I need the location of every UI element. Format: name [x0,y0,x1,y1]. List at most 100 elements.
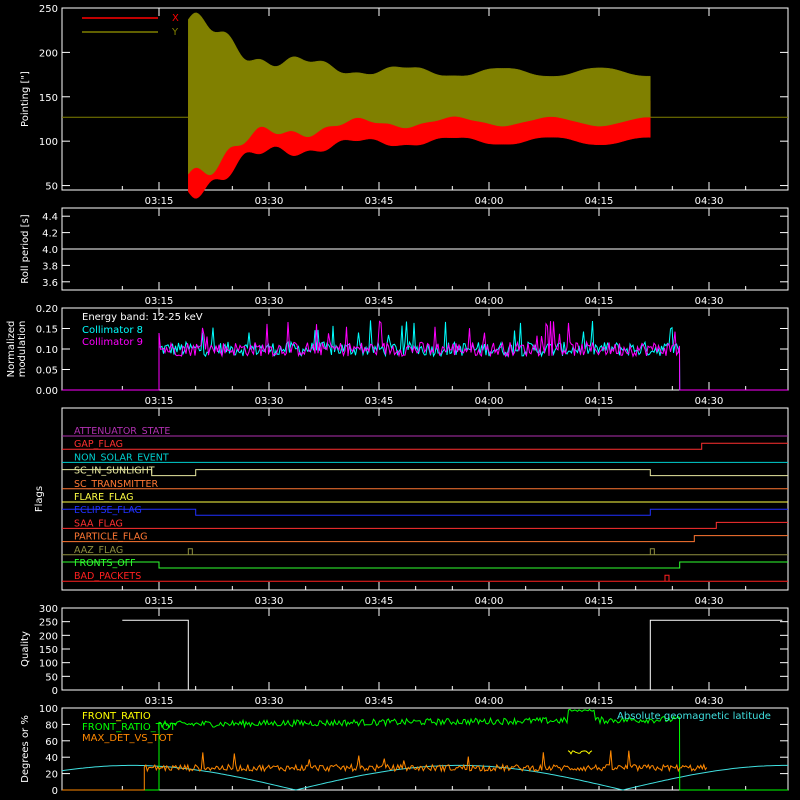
quality-ytick-label: 50 [45,672,58,683]
flag-line [62,442,788,450]
roll-xtick-label: 04:30 [695,296,724,307]
flag-pulse [187,548,193,555]
flag-label: ATTENUATOR_STATE [74,426,170,437]
flags-xtick-label: 04:15 [585,596,614,607]
pointing-ytick-label: 250 [39,4,58,15]
flags-xtick-label: 03:30 [255,596,284,607]
flag-line [62,508,788,516]
ratios-legend-geomagnetic-latitude: Absolute geomagnetic latitude [617,711,771,722]
pointing-frame [61,7,789,191]
pointing-xtick-label: 03:45 [365,196,394,207]
ratios-ytick-label: 100 [39,704,58,715]
ratios-series-front-ratio-tot [62,708,788,791]
flag-pulse [664,574,670,582]
modulation-ylabel: Normalized [6,321,17,378]
flags-ylabel: Flags [34,486,45,512]
ratios-series-max-det-vs-tot [62,750,708,791]
quality-ytick-label: 300 [39,604,58,615]
quality-xtick-label: 03:15 [145,696,174,707]
roll-xtick-label: 03:45 [365,296,394,307]
roll-xtick-label: 04:15 [585,296,614,307]
pointing-xtick-label: 04:30 [695,196,724,207]
modulation-series-9 [62,320,788,391]
quality-xtick-label: 03:45 [365,696,394,707]
pointing-xtick-label: 04:15 [585,196,614,207]
pointing-xtick-label: 04:00 [475,196,504,207]
modulation-xtick-label: 03:15 [145,396,174,407]
ratios-ytick-label: 0 [52,786,58,797]
ratios-ytick-label: 60 [45,737,58,748]
roll-ytick-label: 3.6 [42,278,58,289]
flag-line [62,535,788,543]
flag-line [62,469,788,477]
ratios-ylabel: Degrees or % [20,715,31,783]
quality-xtick-label: 03:30 [255,696,284,707]
pointing-legend-label: Y [171,27,179,38]
modulation-xtick-label: 04:30 [695,396,724,407]
quality-xtick-label: 04:00 [475,696,504,707]
pointing-xtick-label: 03:15 [145,196,174,207]
modulation-xtick-label: 04:00 [475,396,504,407]
pointing-series-y [188,12,651,176]
ratios-ytick-label: 80 [45,720,58,731]
roll-xtick-label: 03:15 [145,296,174,307]
quality-ytick-label: 150 [39,645,58,656]
modulation-annotation: Energy band: 12-25 keV [82,312,203,323]
flag-line [62,561,788,569]
modulation-xtick-label: 04:15 [585,396,614,407]
pointing-ytick-label: 200 [39,48,58,59]
quality-xtick-label: 04:30 [695,696,724,707]
ratios-legend-max-det-vs-tot: MAX_DET_VS_TOT [82,733,174,744]
pointing-legend-label: X [172,13,179,24]
roll-xtick-label: 03:30 [255,296,284,307]
quality-ytick-label: 250 [39,618,58,629]
quality-ytick-label: 200 [39,631,58,642]
modulation-series-8 [62,320,788,391]
roll-ytick-label: 4.2 [42,229,58,240]
flag-label: NON_SOLAR_EVENT [74,452,169,463]
flag-label: ECLIPSE_FLAG [74,505,142,516]
modulation-legend-label: Collimator 8 [82,325,143,336]
roll-ytick-label: 4.0 [42,245,58,256]
ratios-legend-front-ratio: FRONT_RATIO [82,711,151,722]
pointing-ytick-label: 50 [45,182,58,193]
flags-xtick-label: 03:45 [365,596,394,607]
flag-label: FRONTS_OFF [74,558,136,569]
ratios-ytick-label: 40 [45,753,58,764]
pointing-ylabel: Pointing ["] [20,71,31,127]
flags-frame [61,407,789,591]
roll-xtick-label: 04:00 [475,296,504,307]
ratios-frame [61,707,789,791]
modulation-ytick-label: 0.00 [36,386,58,397]
modulation-ytick-label: 0.20 [36,304,58,315]
pointing-plot [62,12,788,199]
flag-label: SC_TRANSMITTER [74,479,159,490]
roll-ytick-label: 4.4 [42,212,58,223]
flag-pulse [649,548,655,555]
flag-line [62,521,788,529]
flag-label: SC_IN_SUNLIGHT [74,466,155,477]
flag-label: SAA_FLAG [74,518,123,529]
quality-xtick-label: 04:15 [585,696,614,707]
quality-ytick-label: 100 [39,659,58,670]
flag-label: BAD_PACKETS [74,571,141,582]
flags-xtick-label: 04:00 [475,596,504,607]
modulation-legend-label: Collimator 9 [82,337,143,348]
modulation-ylabel: modulation [17,321,28,378]
ratios-ytick-label: 20 [45,770,58,781]
modulation-xtick-label: 03:30 [255,396,284,407]
flag-label: AAZ_FLAG [74,545,123,556]
flag-label: FLARE_FLAG [74,492,134,503]
flag-label: GAP_FLAG [74,439,123,450]
pointing-ytick-label: 150 [39,93,58,104]
ratios-legend-front-ratio-tot: FRONT_RATIO_TOT [82,722,177,733]
modulation-ytick-label: 0.15 [36,325,58,336]
modulation-ytick-label: 0.10 [36,345,58,356]
quality-ytick-label: 0 [52,686,58,697]
modulation-xtick-label: 03:45 [365,396,394,407]
pointing-xtick-label: 03:30 [255,196,284,207]
flags-xtick-label: 03:15 [145,596,174,607]
pointing-ytick-label: 100 [39,137,58,148]
modulation-ytick-label: 0.05 [36,366,58,377]
